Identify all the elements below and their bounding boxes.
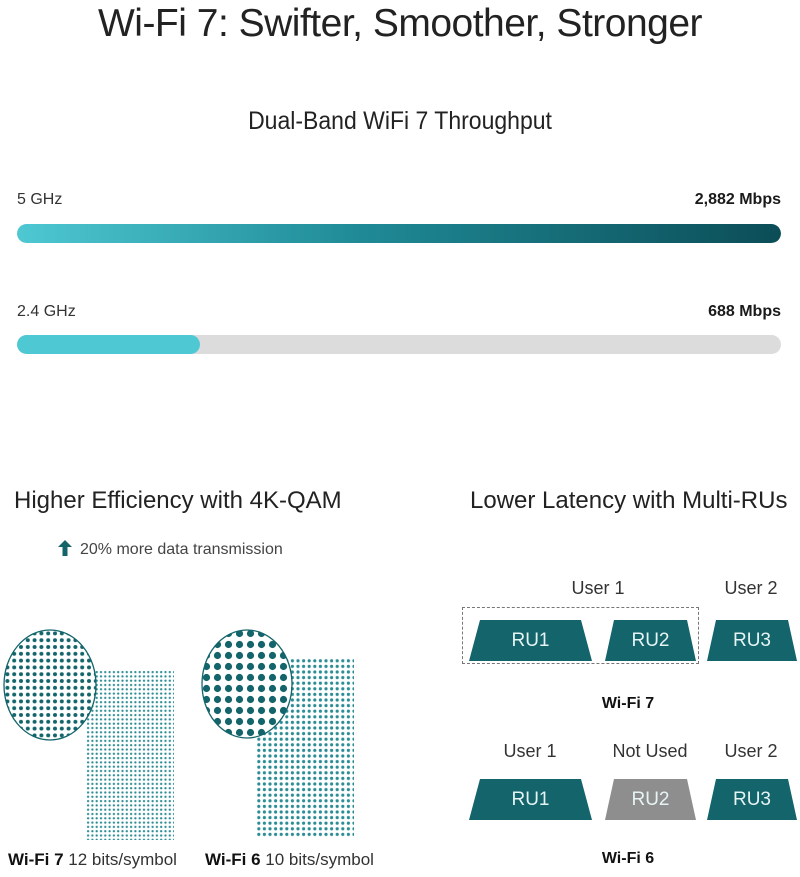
band-24ghz-value: 688 Mbps bbox=[708, 303, 781, 320]
page-title: Wi-Fi 7: Swifter, Smoother, Stronger bbox=[97, 2, 703, 45]
band-24ghz-bar bbox=[17, 335, 781, 354]
wifi7-user2-label: User 2 bbox=[724, 578, 778, 598]
wifi6-user2-label: User 2 bbox=[724, 741, 778, 761]
wifi7-user1-label: User 1 bbox=[571, 578, 625, 598]
band-5ghz-label: 5 GHz bbox=[17, 191, 63, 208]
wifi7-zoom-dots bbox=[4, 630, 96, 740]
wifi6-ru-caption: Wi-Fi 6 bbox=[601, 850, 655, 867]
arrow-up-icon bbox=[58, 540, 72, 556]
wifi6-notused-label: Not Used bbox=[612, 741, 688, 761]
wifi7-ru2: RU2 bbox=[605, 620, 696, 661]
throughput-heading: Dual-Band WiFi 7 Throughput bbox=[248, 107, 552, 135]
wifi7-constellation-diagram bbox=[3, 629, 174, 840]
wifi7-qam-caption: Wi-Fi 7 12 bits/symbol bbox=[8, 850, 177, 869]
wifi6-qam-caption: Wi-Fi 6 10 bits/symbol bbox=[205, 850, 374, 869]
wifi6-constellation-diagram bbox=[201, 629, 354, 838]
band-5ghz-bar bbox=[17, 224, 781, 243]
wifi6-ru2-unused: RU2 bbox=[605, 779, 696, 820]
wifi6-zoom-circle bbox=[201, 629, 293, 739]
latency-heading: Lower Latency with Multi-RUs bbox=[470, 487, 788, 514]
wifi6-user1-label: User 1 bbox=[503, 741, 557, 761]
wifi6-ru1: RU1 bbox=[469, 779, 592, 820]
wifi7-zoom-circle bbox=[3, 629, 97, 741]
wifi6-zoom-dots bbox=[202, 630, 292, 738]
efficiency-note-text: 20% more data transmission bbox=[80, 541, 283, 558]
wifi6-ru3: RU3 bbox=[707, 779, 797, 820]
wifi7-ru-caption: Wi-Fi 7 bbox=[601, 695, 655, 712]
efficiency-note: 20% more data transmission bbox=[58, 540, 283, 559]
efficiency-heading: Higher Efficiency with 4K-QAM bbox=[14, 487, 342, 514]
band-5ghz-value: 2,882 Mbps bbox=[694, 191, 781, 208]
band-24ghz-label: 2.4 GHz bbox=[17, 303, 76, 320]
wifi7-user1-group bbox=[462, 607, 699, 664]
band-5ghz-bar-fill bbox=[17, 224, 781, 243]
wifi7-ru3: RU3 bbox=[707, 620, 797, 661]
wifi7-ru1: RU1 bbox=[469, 620, 592, 661]
band-24ghz-bar-fill bbox=[17, 335, 200, 354]
wifi7-constellation-grid bbox=[86, 670, 174, 840]
